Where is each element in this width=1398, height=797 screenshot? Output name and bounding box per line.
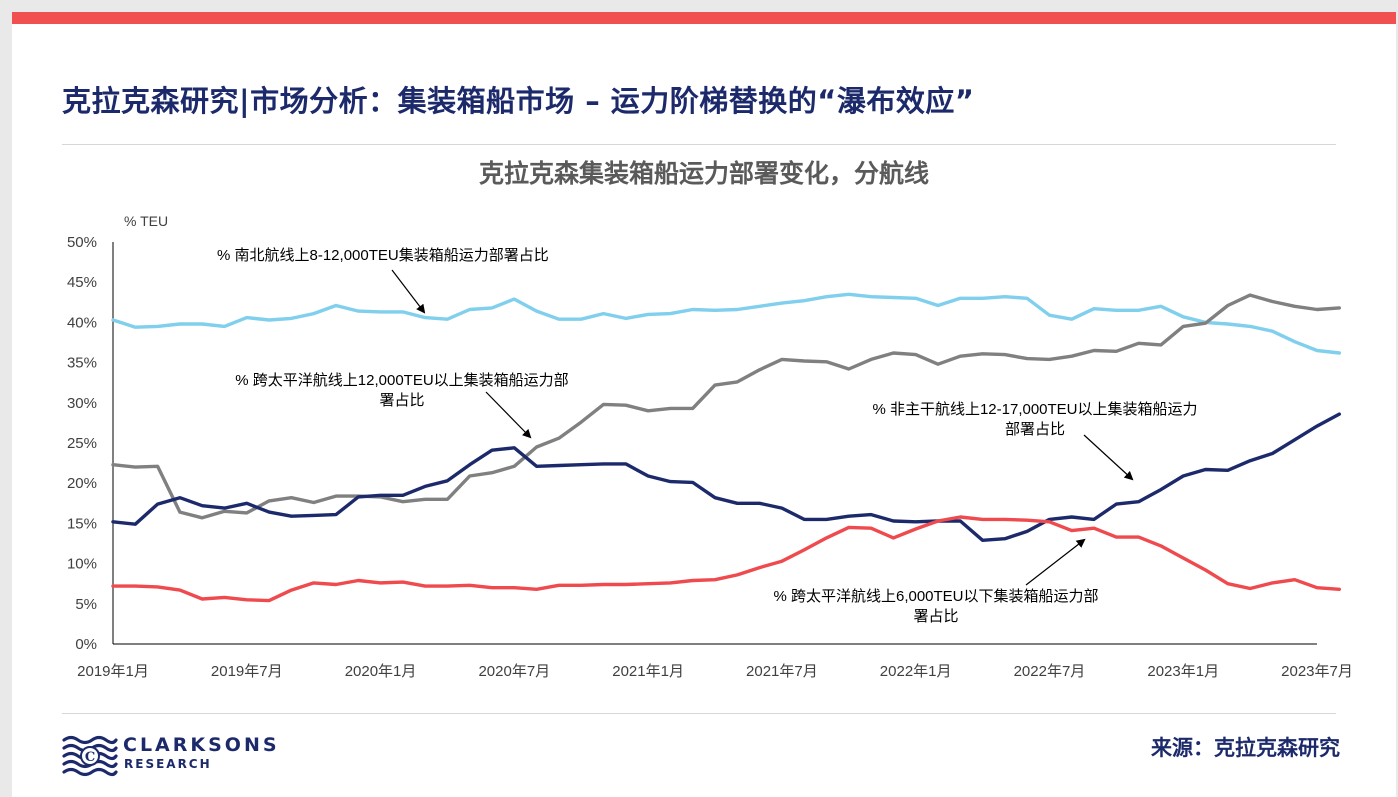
- source-note: 来源：克拉克森研究: [1151, 736, 1340, 760]
- annotation-label-4: % 跨太平洋航线上6,000TEU以下集装箱船运力部署占比: [773, 588, 1098, 625]
- y-axis-title: % TEU: [124, 213, 168, 229]
- y-tick-label: 30%: [67, 395, 97, 412]
- series-line-2: [111, 293, 1342, 520]
- x-tick-label: 2022年7月: [1014, 663, 1086, 680]
- chart-title: 克拉克森集装箱船运力部署变化，分航线: [478, 159, 929, 188]
- clarksons-logo: C CLARKSONS RESEARCH: [62, 734, 292, 778]
- x-tick-label: 2020年1月: [345, 663, 417, 680]
- logo-wordmark: CLARKSONS: [123, 734, 280, 756]
- series-line-3: [111, 412, 1342, 542]
- y-tick-label: 20%: [67, 475, 97, 492]
- annotation-label-2: % 跨太平洋航线上12,000TEU以上集装箱船运力部署占比: [235, 372, 568, 409]
- footer-divider: [62, 713, 1336, 714]
- annotation-arrow-1: [391, 269, 426, 314]
- y-tick-label: 15%: [67, 515, 97, 532]
- page-title: 克拉克森研究|市场分析：集装箱船市场 – 运力阶梯替换的“瀑布效应”: [62, 84, 975, 118]
- x-tick-label: 2023年7月: [1281, 663, 1353, 680]
- top-accent-bar: [12, 12, 1396, 24]
- annotation-label-1: % 南北航线上8-12,000TEU集装箱船运力部署占比: [217, 247, 549, 264]
- series-line-4: [111, 515, 1342, 603]
- y-tick-label: 0%: [75, 636, 97, 653]
- x-tick-label: 2021年1月: [612, 663, 684, 680]
- y-tick-label: 50%: [67, 234, 97, 251]
- x-tick-label: 2021年7月: [746, 663, 818, 680]
- y-tick-label: 35%: [67, 355, 97, 372]
- line-chart: % TEU 0% 5% 10% 15% 20% 25% 30% 35% 40% 45% 50% 2019…: [67, 213, 1353, 680]
- x-tick-label: 2023年1月: [1147, 663, 1219, 680]
- title-divider: [62, 144, 1336, 145]
- y-tick-label: 10%: [67, 556, 97, 573]
- logo-subtitle: RESEARCH: [124, 757, 212, 771]
- y-tick-label: 25%: [67, 435, 97, 452]
- y-tick-label: 40%: [67, 314, 97, 331]
- y-tick-label: 45%: [67, 274, 97, 291]
- x-tick-label: 2020年7月: [478, 663, 550, 680]
- slide: 克拉克森研究|市场分析：集装箱船市场 – 运力阶梯替换的“瀑布效应” 克拉克森集…: [12, 12, 1396, 797]
- annotation-label-3: % 非主干航线上12-17,000TEU以上集装箱船运力部署占比: [872, 401, 1197, 438]
- y-tick-label: 5%: [75, 596, 97, 613]
- annotation-arrow-2: [485, 391, 532, 439]
- clarksons-wave-icon: C: [62, 735, 118, 777]
- x-tick-label: 2019年1月: [77, 663, 149, 680]
- series-line-1: [111, 292, 1342, 355]
- x-tick-label: 2022年1月: [880, 663, 952, 680]
- annotation-arrow-3: [1083, 434, 1134, 481]
- x-tick-label: 2019年7月: [211, 663, 283, 680]
- annotation-arrow-4: [1025, 538, 1086, 586]
- svg-text:C: C: [85, 750, 95, 765]
